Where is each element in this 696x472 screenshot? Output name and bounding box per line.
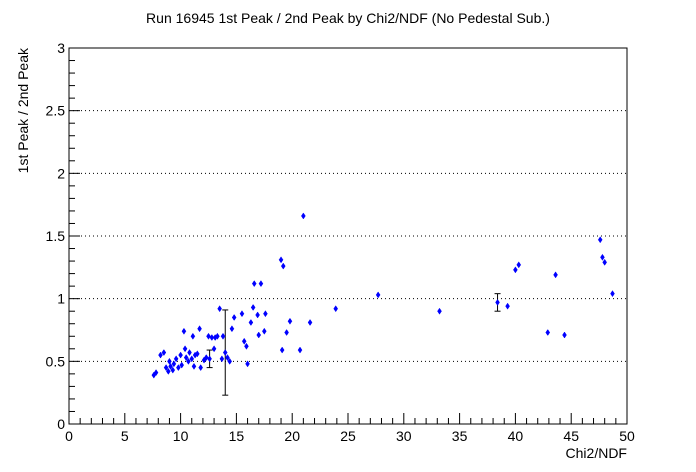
data-point — [516, 261, 522, 269]
x-tick-label-7: 35 — [452, 428, 468, 444]
data-point — [187, 349, 192, 357]
data-point — [206, 332, 211, 340]
data-point — [553, 271, 558, 279]
x-tick-label-9: 45 — [563, 428, 579, 444]
data-point — [513, 266, 518, 274]
data-point — [241, 337, 247, 345]
data-point — [225, 354, 230, 362]
data-point — [207, 355, 212, 363]
data-point — [153, 369, 159, 377]
data-point — [163, 364, 169, 372]
data-point — [375, 291, 381, 299]
y-tick-label-2: 1 — [57, 291, 65, 307]
x-tick-label-6: 30 — [396, 428, 412, 444]
data-point — [209, 334, 215, 341]
data-point — [258, 280, 264, 288]
x-tick-label-3: 15 — [229, 428, 245, 444]
x-tick-label-5: 25 — [340, 428, 356, 444]
data-point — [191, 362, 197, 370]
data-point — [600, 253, 605, 261]
x-tick-label-10: 50 — [619, 428, 635, 444]
data-point — [307, 319, 313, 326]
data-point — [263, 310, 268, 318]
data-point — [170, 366, 176, 374]
data-point — [256, 331, 262, 339]
data-point — [261, 327, 267, 335]
data-point — [197, 325, 202, 333]
data-point — [203, 354, 209, 362]
data-point — [287, 317, 293, 325]
data-point — [168, 362, 173, 370]
data-point — [189, 355, 195, 363]
tick-labels: 0 5 10 15 20 25 30 35 40 45 50 0 0.5 1 1.5 2 2.5 3 — [46, 40, 635, 444]
data-point — [239, 310, 245, 318]
data-point — [211, 345, 217, 353]
gridlines — [69, 110, 627, 362]
x-tick-label-2: 10 — [173, 428, 189, 444]
data-points — [151, 212, 615, 379]
data-point — [602, 258, 607, 266]
y-axis-label: 1st Peak / 2nd Peak — [15, 47, 31, 173]
data-point — [178, 351, 183, 359]
data-point — [278, 256, 284, 264]
data-point — [255, 311, 260, 319]
data-point — [215, 332, 220, 340]
data-point — [195, 350, 200, 358]
data-point — [562, 331, 567, 339]
data-point — [179, 361, 185, 369]
data-point — [280, 262, 286, 270]
data-point — [167, 357, 172, 365]
data-point — [597, 236, 603, 244]
data-point — [437, 307, 442, 315]
x-tick-label-4: 20 — [284, 428, 300, 444]
data-point — [183, 354, 189, 362]
x-tick-label-8: 40 — [508, 428, 524, 444]
x-axis-label: Chi2/NDF — [566, 445, 627, 461]
y-tick-label-5: 2.5 — [46, 103, 66, 119]
data-point — [297, 346, 303, 354]
data-point — [495, 298, 500, 306]
data-point — [166, 367, 171, 375]
data-point — [229, 325, 235, 333]
data-point — [217, 305, 222, 313]
data-point — [333, 305, 339, 313]
data-point — [176, 364, 181, 372]
data-point — [248, 319, 254, 326]
data-point — [301, 212, 306, 220]
data-point — [173, 355, 179, 363]
data-point — [161, 349, 167, 357]
y-tick-label-3: 1.5 — [46, 228, 66, 244]
y-tick-label-0: 0 — [57, 416, 65, 432]
data-point — [284, 329, 289, 336]
data-point — [505, 302, 510, 310]
y-tick-label-4: 2 — [57, 165, 65, 181]
data-point — [250, 303, 256, 311]
data-point — [244, 342, 249, 350]
axis-ticks — [68, 47, 628, 425]
data-point — [245, 360, 250, 368]
data-point — [186, 357, 191, 365]
data-point — [190, 332, 196, 340]
data-point — [182, 345, 188, 353]
data-point — [158, 351, 163, 359]
data-point — [610, 290, 615, 298]
data-point — [219, 355, 225, 363]
data-point — [198, 364, 203, 372]
data-point — [220, 332, 226, 340]
data-point — [251, 280, 257, 288]
data-point — [227, 357, 233, 365]
chart-title: Run 16945 1st Peak / 2nd Peak by Chi2/ND… — [146, 10, 550, 26]
data-point — [545, 329, 551, 336]
x-tick-label-0: 0 — [65, 428, 73, 444]
data-point — [171, 360, 177, 368]
data-point — [181, 327, 187, 335]
y-tick-label-1: 0.5 — [46, 353, 66, 369]
x-tick-label-1: 5 — [121, 428, 129, 444]
data-point — [222, 349, 228, 357]
y-tick-label-6: 3 — [57, 40, 65, 56]
data-point — [279, 346, 285, 354]
data-point — [231, 314, 237, 321]
